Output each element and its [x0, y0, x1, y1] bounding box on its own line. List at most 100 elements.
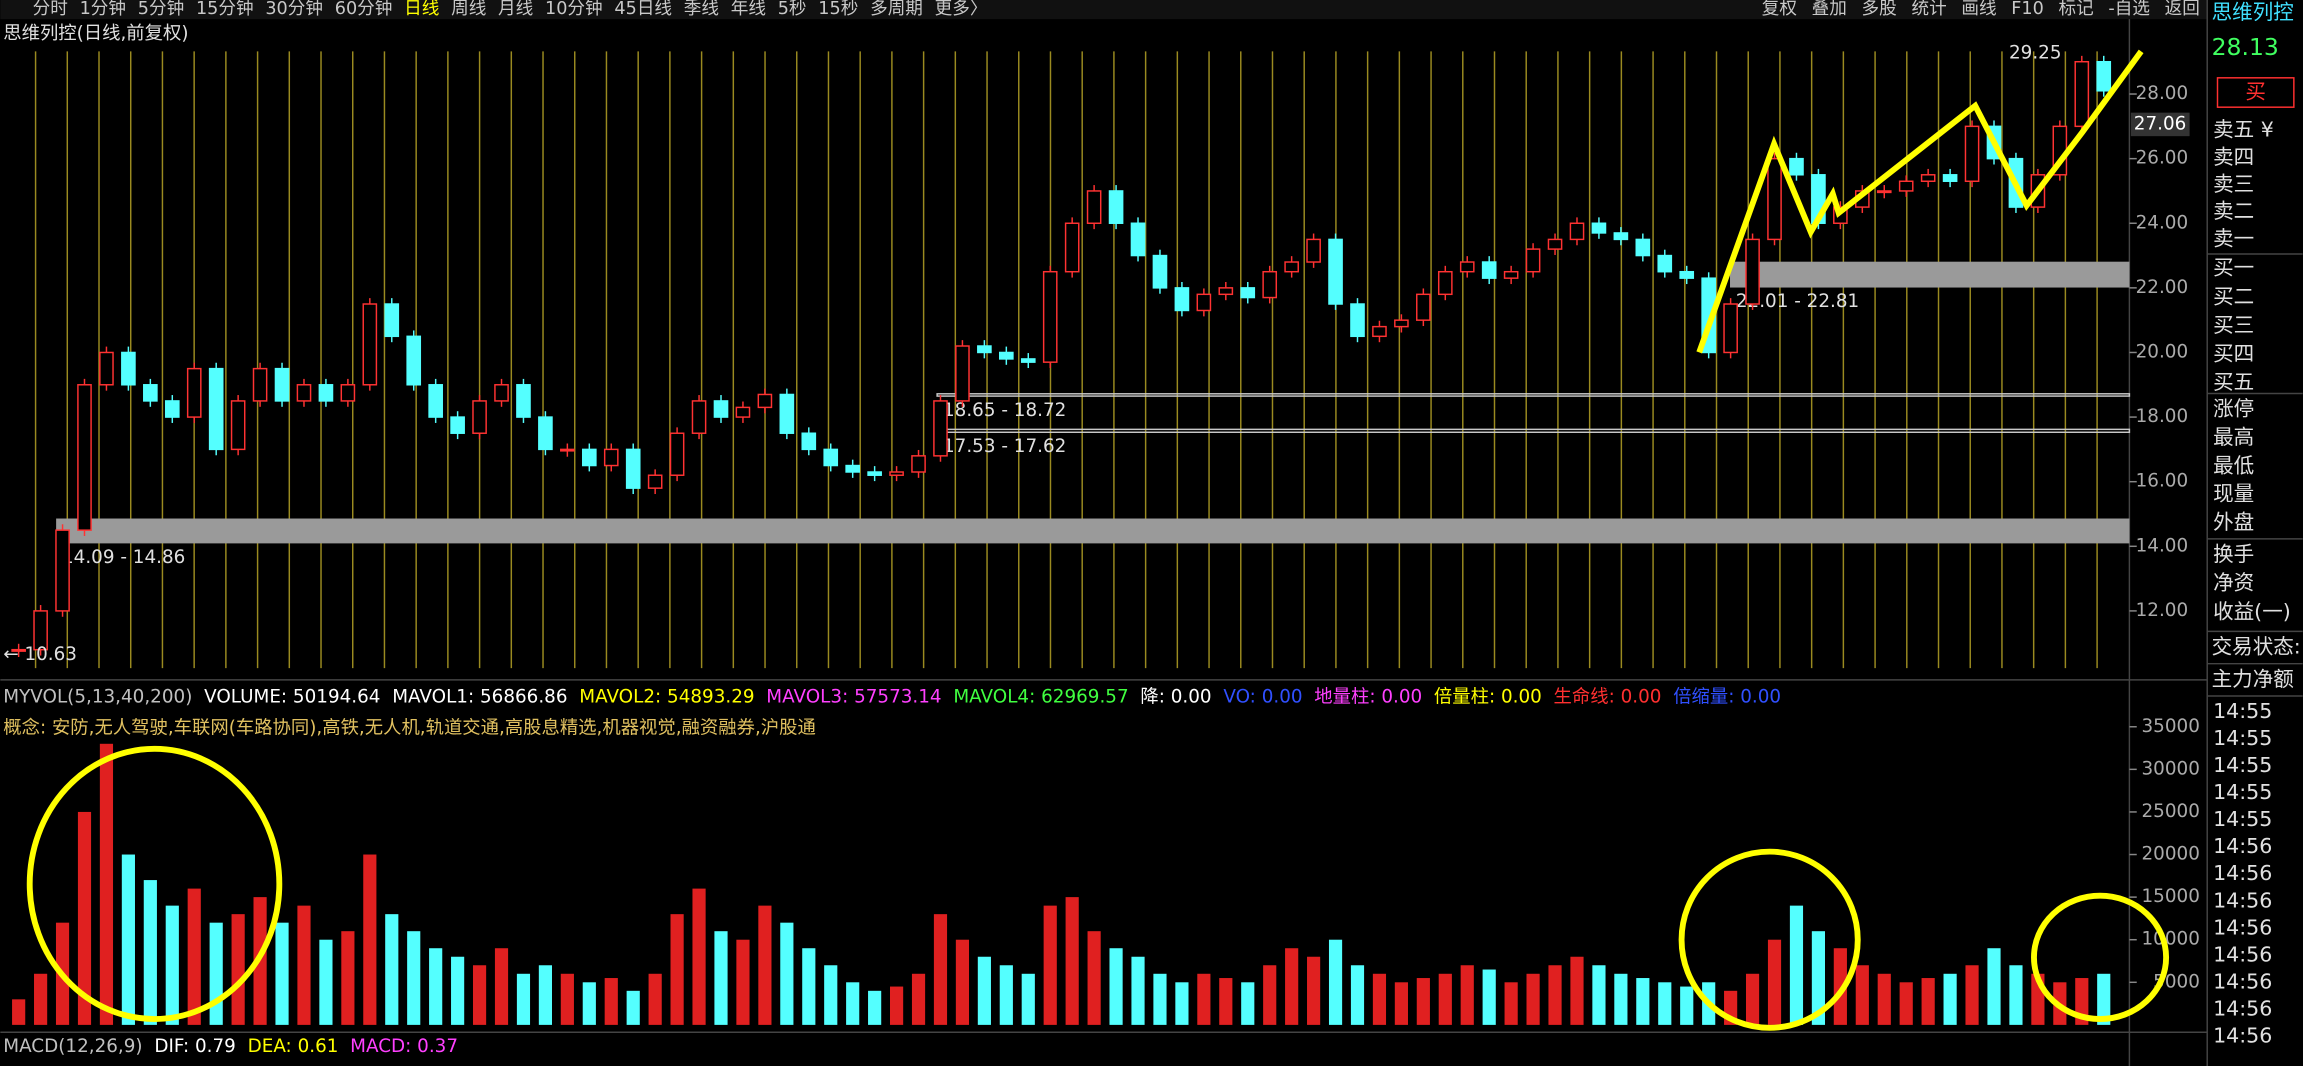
volume-bar [1285, 948, 1299, 1025]
menu-item[interactable]: 5分钟 [138, 0, 184, 19]
menu: 分时 1分钟 5分钟 15分钟 30分钟 60分钟 日线 周线 月线 10分钟 45日线 季线 年线 5秒… [33, 0, 988, 19]
candle [1196, 293, 1212, 312]
bid-label: 买一 [2213, 256, 2254, 280]
candle [55, 529, 70, 612]
menu-item[interactable]: 1分钟 [80, 0, 126, 19]
candle [801, 432, 817, 451]
indicator-value: DIF: 0.79 [154, 1036, 236, 1057]
trade-status: 交易状态: [2212, 635, 2301, 659]
candle [933, 400, 948, 457]
candle [823, 448, 839, 467]
volume-bar [1548, 965, 1562, 1025]
volume-bar [121, 854, 135, 1025]
indicator-value: VOLUME: 50194.64 [204, 686, 380, 707]
menu-item[interactable]: 月线 [498, 0, 533, 19]
trade-time: 14:56 [2213, 834, 2272, 858]
y-tick-label: 24.00 [2136, 212, 2189, 233]
volume-header: MYVOL(5,13,40,200) VOLUME: 50194.64 MAVOL1… [3, 686, 1781, 707]
menu-item[interactable]: 15秒 [818, 0, 858, 19]
candle [164, 400, 180, 418]
menu-item[interactable]: 10分钟 [545, 0, 603, 19]
menu-item[interactable]: 多周期 [870, 0, 923, 19]
price-zone [936, 393, 2131, 397]
menu-item[interactable]: 日线 [404, 0, 439, 19]
menu-item[interactable]: 分时 [33, 0, 68, 19]
volume-bar [516, 973, 531, 1025]
stock-price: 28.13 [2212, 33, 2279, 61]
menu-item[interactable]: 60分钟 [335, 0, 393, 19]
menu-item[interactable]: 返回 [2165, 0, 2200, 19]
candle [1042, 270, 1058, 363]
candle [977, 345, 992, 354]
price-chart: 12.00 14.00 16.00 18.00 20.00 22.00 24.00 26.00… [3, 43, 2190, 665]
menu-item[interactable]: 45日线 [614, 0, 672, 19]
volume-bar [165, 905, 179, 1025]
price-zone [56, 518, 2130, 544]
stat-label: 换手 [2213, 542, 2254, 566]
candle [1767, 157, 1782, 241]
volume-bar [1021, 973, 1035, 1025]
menu-item[interactable]: F10 [2011, 0, 2044, 19]
menu-item[interactable]: 季线 [684, 0, 719, 19]
indicator-value: 降: 0.00 [1140, 686, 1211, 707]
menu-item[interactable]: 多股 [1862, 0, 1897, 19]
y-tick-label: 12.00 [2136, 600, 2189, 621]
volume-bar [890, 986, 904, 1025]
menu-item[interactable]: 标记 [2058, 0, 2093, 19]
menu-item[interactable]: 年线 [731, 0, 766, 19]
bid-label: 买三 [2213, 313, 2254, 337]
candle [691, 400, 707, 434]
volume-bar [209, 922, 223, 1025]
buy-button[interactable] [2216, 77, 2295, 108]
volume-bar [275, 922, 289, 1025]
buy-label[interactable]: 买 [2245, 80, 2266, 104]
volume-bar [1855, 965, 1869, 1025]
volume-bar [604, 978, 618, 1025]
highlight-circle [1678, 848, 1861, 1031]
menu-item[interactable]: 周线 [451, 0, 486, 19]
menu-item[interactable]: 统计 [1911, 0, 1946, 19]
candle [1481, 261, 1497, 279]
menu-item[interactable]: 5秒 [778, 0, 807, 19]
volume-bar [1745, 973, 1760, 1025]
trade-time: 14:55 [2213, 699, 2272, 723]
volume-bar [12, 999, 26, 1025]
trade-time: 14:55 [2213, 726, 2272, 750]
menu-item[interactable]: -自选 [2108, 0, 2150, 19]
candle [1525, 248, 1541, 273]
bid-label: 买五 [2213, 370, 2254, 394]
menu-item[interactable]: 30分钟 [265, 0, 323, 19]
candle [757, 393, 773, 409]
stat-label: 最低 [2213, 453, 2254, 477]
menu-item[interactable]: 叠加 [1812, 0, 1847, 19]
candle [274, 367, 290, 402]
volume-bar [1153, 973, 1167, 1025]
y-tick-label: 26.00 [2136, 148, 2189, 169]
menu-item[interactable]: 15分钟 [196, 0, 254, 19]
menu-item[interactable]: 画线 [1961, 0, 1996, 19]
candle [1284, 261, 1299, 273]
ask-label: 卖四 [2213, 145, 2254, 169]
candle [186, 367, 202, 418]
menu-item[interactable]: 更多〉 [935, 0, 988, 19]
volume-bar [1241, 982, 1255, 1025]
volume-bar [933, 914, 948, 1025]
volume-bar [231, 914, 245, 1025]
menu-item[interactable]: 复权 [1762, 0, 1798, 19]
zone-label: 18.65 - 18.72 [943, 400, 1066, 421]
volume-bar [1350, 965, 1365, 1025]
concepts: 概念: 安防,无人驾驶,车联网(车路协同),高铁,无人机,轨道交通,高股息精选,… [3, 716, 816, 738]
candle [428, 384, 443, 418]
candle [669, 432, 685, 476]
volume-bar [714, 931, 728, 1025]
candle [1240, 287, 1256, 299]
volume-bar [692, 888, 706, 1025]
volume-bar [1131, 956, 1145, 1025]
indicator-value: MYVOL(5,13,40,200) [3, 686, 192, 707]
volume-bar [34, 973, 48, 1025]
candle [1591, 222, 1607, 234]
volume-bar [77, 811, 92, 1025]
bid-label: 买二 [2213, 284, 2254, 308]
trade-time: 14:56 [2213, 969, 2272, 993]
